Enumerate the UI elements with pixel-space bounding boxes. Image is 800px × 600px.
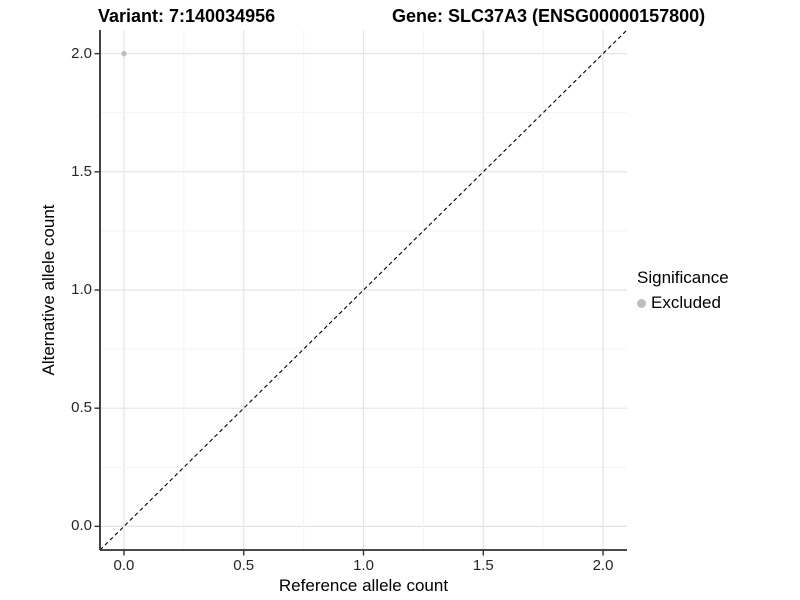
x-tick-label: 0.5: [233, 557, 255, 574]
y-tick-label: 0.5: [71, 399, 92, 417]
y-tick-label: 0.0: [71, 517, 92, 535]
y-tick-label: 1.5: [71, 162, 92, 180]
x-tick-label: 0.0: [113, 557, 135, 574]
legend-item-excluded: Excluded: [637, 293, 729, 313]
legend-title: Significance: [637, 268, 729, 287]
excluded-point-icon: [637, 298, 646, 308]
legend: Significance Excluded: [637, 268, 729, 313]
data-point: [121, 50, 127, 57]
identity-dashed-line: [99, 29, 628, 551]
plot-panel: [94, 29, 628, 556]
x-tick-label: 1.0: [353, 557, 374, 574]
y-tick-label: 2.0: [71, 44, 92, 62]
y-tick-label: 1.0: [71, 281, 92, 298]
plot-title-variant: Variant: 7:140034956: [98, 6, 276, 26]
x-axis-title: Reference allele count: [278, 576, 449, 595]
x-tick-label: 1.5: [472, 557, 494, 574]
legend-item-label: Excluded: [651, 293, 721, 312]
x-tick-label: 2.0: [592, 557, 614, 574]
plot-title-gene: Gene: SLC37A3 (ENSG00000157800): [392, 6, 706, 26]
